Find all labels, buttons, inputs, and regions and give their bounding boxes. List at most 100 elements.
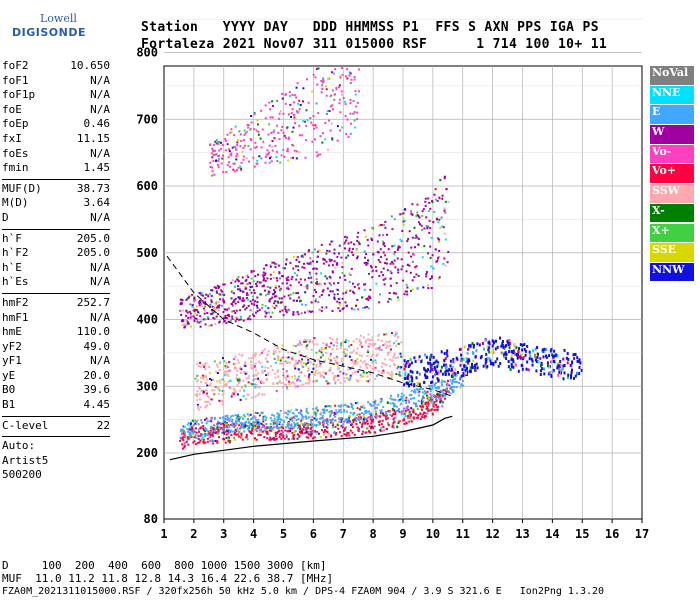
echo-point (272, 423, 275, 426)
echo-point (431, 375, 434, 379)
echo-point (293, 101, 295, 104)
echo-point (386, 341, 389, 344)
echo-point (474, 366, 477, 370)
echo-point (429, 369, 432, 373)
echo-point (437, 363, 439, 367)
echo-point (304, 364, 307, 367)
echo-point (337, 379, 340, 382)
echo-point (371, 227, 374, 229)
echo-point (503, 352, 506, 356)
echo-point (462, 372, 465, 376)
echo-point (192, 441, 195, 444)
echo-point (275, 277, 278, 280)
echo-point (303, 340, 306, 343)
echo-point (283, 134, 286, 137)
echo-point (437, 256, 440, 259)
echo-point (301, 303, 304, 306)
echo-point (407, 373, 410, 377)
echo-point (429, 355, 431, 359)
echo-point (260, 379, 263, 382)
legend-entry-vo: Vo+ (650, 164, 694, 183)
echo-point (225, 436, 228, 439)
echo-point (355, 249, 358, 251)
echo-point (244, 425, 247, 428)
echo-point (415, 273, 418, 276)
echo-point (296, 437, 299, 440)
echo-point (333, 414, 335, 417)
echo-point (371, 361, 374, 364)
echo-point (280, 154, 283, 157)
echo-point (254, 386, 257, 389)
echo-point (344, 426, 347, 429)
echo-point (204, 376, 207, 378)
echo-point (209, 403, 212, 406)
echo-point (225, 433, 228, 436)
echo-point (287, 429, 290, 432)
echo-point (315, 67, 318, 70)
echo-point (323, 258, 326, 261)
echo-point (398, 408, 400, 411)
echo-point (421, 256, 424, 259)
echo-point (369, 265, 372, 268)
echo-point (330, 284, 332, 286)
echo-point (425, 273, 428, 275)
echo-point (255, 430, 258, 433)
echo-point (372, 401, 375, 404)
echo-point (252, 379, 255, 382)
echo-point (348, 345, 350, 348)
echo-point (289, 103, 292, 106)
echo-point (250, 364, 253, 367)
echo-point (304, 253, 306, 256)
echo-point (209, 166, 212, 168)
echo-point (352, 282, 354, 285)
param-key: yE (2, 368, 16, 382)
echo-point (402, 223, 405, 226)
echo-point (279, 409, 282, 412)
echo-point (400, 392, 403, 395)
echo-point (237, 276, 240, 278)
echo-point (274, 286, 277, 289)
echo-point (315, 424, 317, 427)
echo-point (265, 153, 268, 156)
echo-point (503, 347, 506, 351)
echo-point (437, 407, 439, 410)
echo-point (214, 322, 217, 325)
echo-point (234, 428, 237, 431)
echo-point (298, 260, 301, 263)
echo-point (400, 398, 403, 400)
echo-point (368, 272, 370, 275)
echo-point (431, 398, 434, 401)
echo-point (381, 412, 384, 415)
echo-point (246, 130, 249, 133)
echo-point (408, 417, 411, 419)
echo-point (435, 260, 438, 263)
echo-point (393, 363, 395, 366)
echo-point (183, 326, 186, 329)
echo-point (296, 256, 299, 259)
echo-point (534, 347, 537, 351)
echo-point (269, 116, 272, 119)
echo-point (410, 420, 413, 423)
echo-point (311, 310, 314, 313)
echo-point (226, 414, 229, 417)
echo-point (198, 292, 201, 295)
echo-point (229, 424, 232, 427)
echo-point (335, 355, 338, 358)
echo-point (257, 123, 259, 126)
echo-point (367, 333, 370, 336)
echo-point (264, 305, 267, 307)
echo-point (393, 409, 395, 412)
echo-point (288, 380, 291, 383)
echo-point (342, 351, 345, 354)
echo-point (317, 432, 320, 435)
echo-point (206, 420, 209, 423)
echo-point (213, 286, 216, 289)
echo-point (305, 139, 308, 142)
echo-point (245, 287, 248, 290)
echo-point (443, 257, 446, 260)
echo-point (292, 344, 295, 347)
echo-point (385, 333, 388, 336)
echo-point (309, 427, 312, 430)
echo-point (260, 380, 263, 383)
echo-point (325, 252, 328, 255)
